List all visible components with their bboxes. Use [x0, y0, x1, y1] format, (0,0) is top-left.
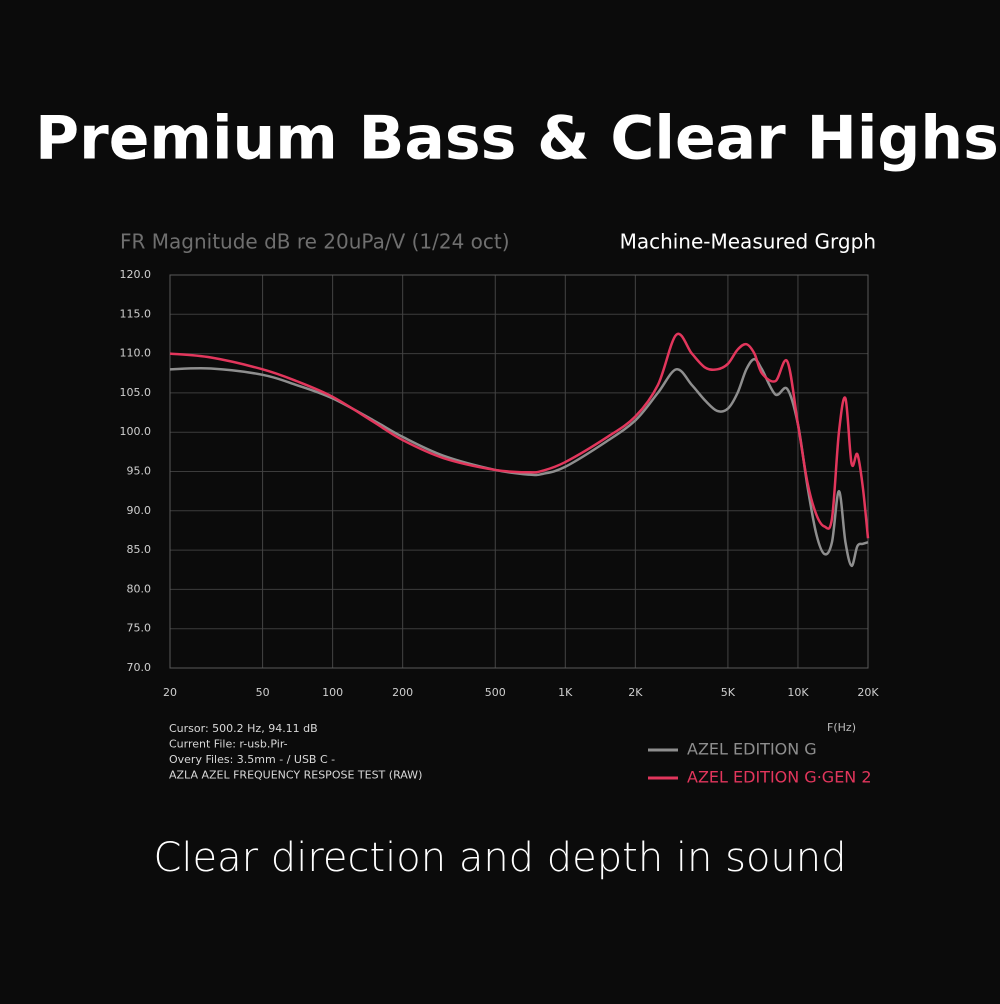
y-axis-label: FR Magnitude dB re 20uPa/V (1/24 oct): [120, 230, 510, 254]
y-tick-label: 75.0: [127, 622, 152, 635]
x-tick-label: 50: [256, 686, 270, 699]
y-tick-label: 120.0: [120, 268, 152, 281]
x-tick-label: 100: [322, 686, 343, 699]
info-line: Cursor: 500.2 Hz, 94.11 dB: [169, 722, 318, 735]
info-line: Current File: r-usb.Pir-: [169, 738, 288, 751]
y-tick-label: 105.0: [120, 386, 152, 399]
x-tick-label: 10K: [787, 686, 809, 699]
x-tick-label: 5K: [721, 686, 736, 699]
info-line: Overy Files: 3.5mm - / USB C -: [169, 753, 335, 766]
y-tick-label: 90.0: [127, 504, 152, 517]
series-line: [169, 357, 869, 568]
subtitle: Machine-Measured Grgph: [620, 230, 876, 254]
y-tick-label: 80.0: [127, 582, 152, 595]
x-tick-label: 2K: [628, 686, 643, 699]
y-tick-label: 110.0: [120, 347, 152, 360]
x-axis-label: F(Hz): [827, 721, 856, 734]
x-tick-label: 500: [485, 686, 506, 699]
x-tick-label: 1K: [558, 686, 573, 699]
info-line: AZLA AZEL FREQUENCY RESPOSE TEST (RAW): [169, 769, 422, 782]
x-tick-label: 20: [163, 686, 177, 699]
footer: Clear direction and depth in sound: [153, 835, 846, 881]
y-tick-label: 70.0: [127, 661, 152, 674]
legend-label: AZEL EDITION G: [687, 740, 817, 759]
x-tick-label: 20K: [857, 686, 879, 699]
legend-label: AZEL EDITION G·GEN 2: [687, 768, 872, 787]
x-tick-label: 200: [392, 686, 413, 699]
y-tick-label: 100.0: [120, 425, 152, 438]
y-tick-label: 115.0: [120, 307, 152, 320]
y-tick-label: 85.0: [127, 543, 152, 556]
series-line: [169, 332, 870, 539]
plot-frame: [169, 274, 869, 669]
chart-title: Premium Bass & Clear Highs: [35, 104, 999, 174]
y-tick-label: 95.0: [127, 465, 152, 478]
